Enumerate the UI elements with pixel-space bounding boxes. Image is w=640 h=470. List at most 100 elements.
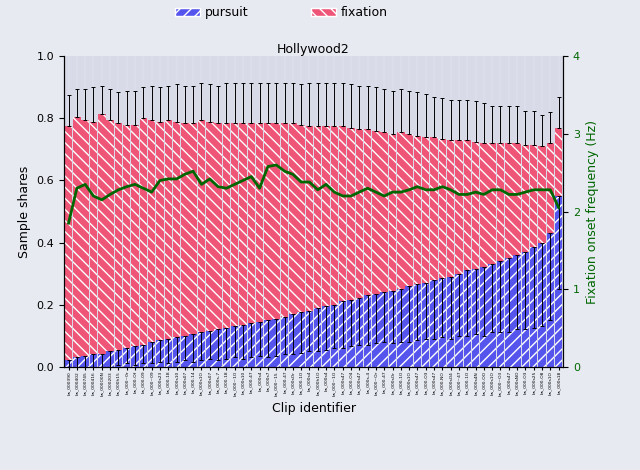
Bar bbox=[547, 143, 554, 233]
Bar bbox=[214, 329, 222, 367]
Bar bbox=[513, 143, 521, 255]
Bar bbox=[513, 255, 521, 367]
Bar bbox=[239, 325, 247, 367]
Bar bbox=[115, 350, 122, 367]
Title: Hollywood2: Hollywood2 bbox=[277, 43, 350, 56]
Bar bbox=[348, 128, 355, 300]
Bar bbox=[140, 345, 147, 367]
Bar bbox=[90, 354, 97, 367]
Bar bbox=[555, 196, 563, 367]
Bar bbox=[538, 243, 546, 367]
Bar bbox=[348, 300, 355, 367]
Bar bbox=[223, 328, 230, 367]
Bar bbox=[148, 342, 156, 367]
Bar bbox=[314, 308, 321, 367]
Bar bbox=[397, 133, 404, 289]
Bar bbox=[281, 123, 288, 317]
Bar bbox=[422, 283, 429, 367]
Bar bbox=[123, 125, 131, 348]
Bar bbox=[372, 294, 380, 367]
Bar bbox=[547, 233, 554, 367]
Bar bbox=[497, 143, 504, 261]
Bar bbox=[339, 126, 346, 301]
Bar bbox=[364, 295, 371, 367]
Bar bbox=[206, 331, 214, 367]
Bar bbox=[372, 131, 380, 294]
Bar bbox=[248, 323, 255, 367]
Bar bbox=[522, 252, 529, 367]
Bar bbox=[430, 280, 438, 367]
Bar bbox=[73, 357, 81, 367]
Bar bbox=[413, 135, 421, 284]
Bar bbox=[463, 140, 471, 270]
Bar bbox=[331, 126, 338, 305]
Bar bbox=[488, 264, 496, 367]
Bar bbox=[106, 120, 114, 351]
Bar bbox=[106, 351, 114, 367]
Bar bbox=[497, 261, 504, 367]
Bar bbox=[148, 120, 156, 342]
Bar bbox=[214, 123, 222, 329]
Y-axis label: Fixation onset frequency (Hz): Fixation onset frequency (Hz) bbox=[586, 119, 598, 304]
Bar bbox=[140, 118, 147, 345]
Bar bbox=[98, 354, 106, 367]
Bar bbox=[472, 269, 479, 367]
Bar bbox=[422, 137, 429, 283]
Bar bbox=[364, 129, 371, 295]
Bar bbox=[231, 326, 239, 367]
Bar bbox=[447, 140, 454, 277]
Bar bbox=[522, 145, 529, 252]
Bar bbox=[438, 278, 446, 367]
Bar bbox=[264, 320, 271, 367]
Bar bbox=[480, 143, 488, 267]
Bar bbox=[380, 292, 388, 367]
Bar bbox=[538, 146, 546, 243]
Bar bbox=[455, 140, 463, 274]
Bar bbox=[339, 301, 346, 367]
Bar bbox=[189, 123, 197, 334]
Bar bbox=[206, 122, 214, 331]
Bar bbox=[388, 134, 396, 290]
Bar bbox=[463, 270, 471, 367]
Bar bbox=[73, 117, 81, 357]
Bar bbox=[164, 120, 172, 339]
Bar bbox=[323, 306, 330, 367]
Bar bbox=[530, 145, 538, 247]
Bar bbox=[198, 120, 205, 332]
Bar bbox=[405, 286, 413, 367]
Bar bbox=[181, 336, 189, 367]
Bar bbox=[81, 120, 89, 356]
Bar bbox=[123, 348, 131, 367]
Bar bbox=[256, 123, 263, 321]
Bar bbox=[314, 126, 321, 308]
Bar bbox=[356, 129, 363, 298]
Bar bbox=[65, 360, 72, 367]
Bar bbox=[555, 128, 563, 196]
Bar bbox=[306, 311, 313, 367]
Bar bbox=[98, 114, 106, 354]
Bar bbox=[356, 298, 363, 367]
Bar bbox=[248, 123, 255, 323]
Bar bbox=[173, 122, 180, 337]
Bar bbox=[173, 337, 180, 367]
Bar bbox=[298, 125, 305, 312]
Legend: pursuit, fixation: pursuit, fixation bbox=[175, 6, 388, 19]
Bar bbox=[156, 340, 164, 367]
Bar bbox=[231, 123, 239, 326]
Bar bbox=[223, 123, 230, 328]
Bar bbox=[298, 312, 305, 367]
Bar bbox=[289, 123, 296, 314]
Bar bbox=[81, 356, 89, 367]
Bar bbox=[405, 134, 413, 286]
Bar bbox=[430, 137, 438, 280]
Bar bbox=[447, 277, 454, 367]
Bar bbox=[323, 126, 330, 306]
Bar bbox=[273, 319, 280, 367]
Bar bbox=[131, 125, 139, 346]
Bar bbox=[115, 123, 122, 350]
Bar bbox=[198, 332, 205, 367]
Bar bbox=[530, 247, 538, 367]
Bar bbox=[438, 139, 446, 278]
Bar bbox=[239, 123, 247, 325]
Bar bbox=[181, 123, 189, 336]
